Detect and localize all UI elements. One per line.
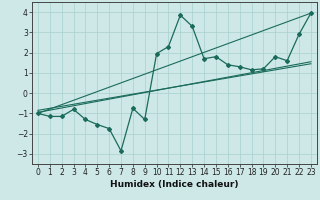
X-axis label: Humidex (Indice chaleur): Humidex (Indice chaleur) bbox=[110, 180, 239, 189]
